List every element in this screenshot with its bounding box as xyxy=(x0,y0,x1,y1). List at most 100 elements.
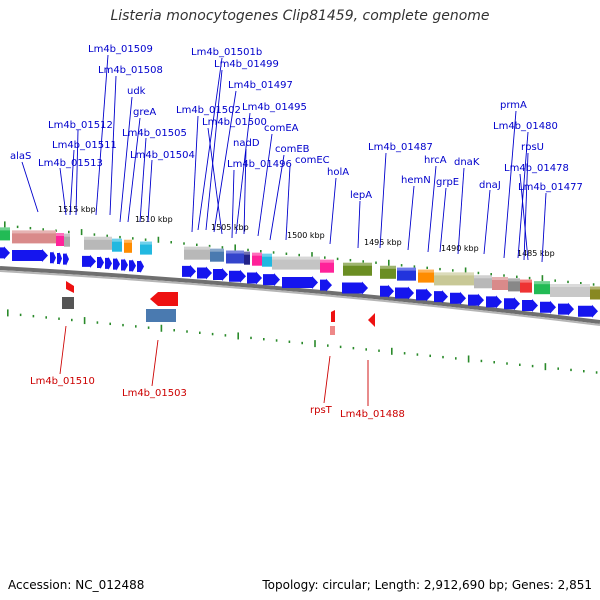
gene-label-lm4b-01501b[interactable]: Lm4b_01501b xyxy=(191,47,262,58)
gene-feature[interactable] xyxy=(474,275,492,289)
gene-feature-highlight[interactable] xyxy=(112,238,122,242)
gene-label-dnaK[interactable]: dnaK xyxy=(454,157,480,168)
gene-label-comEB[interactable]: comEB xyxy=(275,144,310,155)
gene-feature[interactable] xyxy=(550,284,590,297)
gene-label-lm4b-01504[interactable]: Lm4b_01504 xyxy=(130,150,195,161)
gene-feature[interactable] xyxy=(252,252,262,266)
gene-feature-highlight[interactable] xyxy=(492,277,508,280)
gene-arrow[interactable] xyxy=(578,304,598,318)
gene-arrow[interactable] xyxy=(504,297,520,311)
gene-label-udk[interactable]: udk xyxy=(127,86,146,97)
gene-feature-highlight[interactable] xyxy=(272,256,320,260)
feature-track[interactable] xyxy=(0,227,600,300)
gene-feature-highlight[interactable] xyxy=(56,233,64,236)
gene-feature-highlight[interactable] xyxy=(434,272,474,276)
gene-label-rpsU[interactable]: rpsU xyxy=(521,142,544,153)
gene-feature[interactable] xyxy=(434,272,474,286)
gene-label-lm4b-01500[interactable]: Lm4b_01500 xyxy=(202,117,267,128)
gene-label-lm4b-01510[interactable]: Lm4b_01510 xyxy=(30,376,95,387)
gene-reverse-arrow[interactable] xyxy=(331,310,335,322)
gene-arrow[interactable] xyxy=(105,256,112,270)
gene-feature[interactable] xyxy=(0,227,10,241)
gene-feature[interactable] xyxy=(320,259,334,273)
gene-arrow[interactable] xyxy=(0,246,10,260)
gene-arrow[interactable] xyxy=(137,260,144,274)
gene-arrow[interactable] xyxy=(434,290,448,304)
gene-feature-highlight[interactable] xyxy=(534,281,550,285)
gene-feature[interactable] xyxy=(492,277,508,290)
gene-arrow[interactable] xyxy=(63,252,69,266)
forward-arrows[interactable] xyxy=(0,246,598,318)
gene-feature-highlight[interactable] xyxy=(210,248,224,252)
gene-label-lm4b-01488[interactable]: Lm4b_01488 xyxy=(340,409,405,420)
gene-feature-highlight[interactable] xyxy=(508,278,520,282)
gene-arrow[interactable] xyxy=(197,266,212,280)
gene-arrow[interactable] xyxy=(57,251,62,265)
gene-feature[interactable] xyxy=(56,233,64,246)
gene-feature[interactable] xyxy=(397,267,416,281)
gene-arrow[interactable] xyxy=(113,257,120,271)
gene-label-lm4b-01478[interactable]: Lm4b_01478 xyxy=(504,163,569,174)
gene-feature[interactable] xyxy=(12,230,56,244)
gene-label-lm4b-01508[interactable]: Lm4b_01508 xyxy=(98,65,163,76)
gene-feature[interactable] xyxy=(210,248,224,262)
gene-label-lm4b-01509[interactable]: Lm4b_01509 xyxy=(88,44,153,55)
gene-label-rpsT[interactable]: rpsT xyxy=(310,405,333,416)
gene-feature-highlight[interactable] xyxy=(0,227,10,231)
gene-arrow[interactable] xyxy=(129,259,136,273)
gene-feature[interactable] xyxy=(84,236,112,250)
gene-arrow[interactable] xyxy=(263,273,280,287)
gene-arrow[interactable] xyxy=(50,251,56,265)
gene-feature[interactable] xyxy=(112,238,122,252)
gene-reverse-arrow[interactable] xyxy=(66,281,74,293)
gene-feature[interactable] xyxy=(272,256,320,270)
gene-reverse-arrow[interactable] xyxy=(368,313,375,327)
gene-label-lm4b-01496[interactable]: Lm4b_01496 xyxy=(227,159,292,170)
gene-label-greA[interactable]: greA xyxy=(133,107,156,118)
gene-arrow[interactable] xyxy=(121,258,128,272)
gene-feature-highlight[interactable] xyxy=(124,239,132,243)
gene-feature-highlight[interactable] xyxy=(418,269,434,273)
gene-feature[interactable] xyxy=(418,269,434,283)
gene-feature-highlight[interactable] xyxy=(262,253,272,257)
gene-feature-highlight[interactable] xyxy=(184,246,210,250)
gene-arrow[interactable] xyxy=(182,264,196,278)
gene-label-lm4b-01480[interactable]: Lm4b_01480 xyxy=(493,121,558,132)
gene-feature-highlight[interactable] xyxy=(590,286,600,290)
gene-arrow[interactable] xyxy=(416,288,432,302)
gene-label-nadD[interactable]: nadD xyxy=(233,138,260,149)
gene-feature[interactable] xyxy=(508,278,520,292)
gene-label-lm4b-01487[interactable]: Lm4b_01487 xyxy=(368,142,433,153)
gene-arrow[interactable] xyxy=(213,268,228,282)
gene-label-lm4b-01497[interactable]: Lm4b_01497 xyxy=(228,80,293,91)
gene-reverse-block[interactable] xyxy=(62,297,74,309)
gene-feature[interactable] xyxy=(534,281,550,295)
gene-arrow[interactable] xyxy=(558,302,574,316)
gene-label-lm4b-01512[interactable]: Lm4b_01512 xyxy=(48,120,113,131)
gene-label-comEC[interactable]: comEC xyxy=(295,155,330,166)
gene-label-grpE[interactable]: grpE xyxy=(436,177,459,188)
gene-arrow[interactable] xyxy=(320,278,332,292)
gene-arrow[interactable] xyxy=(468,293,484,307)
gene-feature-highlight[interactable] xyxy=(140,241,152,245)
gene-feature-highlight[interactable] xyxy=(244,251,250,255)
gene-label-lm4b-01513[interactable]: Lm4b_01513 xyxy=(38,158,103,169)
gene-label-hemN[interactable]: hemN xyxy=(401,175,431,186)
gene-reverse-block[interactable] xyxy=(146,309,176,322)
gene-label-lm4b-01502[interactable]: Lm4b_01502 xyxy=(176,105,241,116)
gene-label-lepA[interactable]: lepA xyxy=(350,190,372,201)
gene-feature-highlight[interactable] xyxy=(226,250,244,254)
gene-feature[interactable] xyxy=(124,239,132,253)
gene-label-lm4b-01477[interactable]: Lm4b_01477 xyxy=(518,182,583,193)
gene-label-lm4b-01505[interactable]: Lm4b_01505 xyxy=(122,128,187,139)
gene-label-lm4b-01503[interactable]: Lm4b_01503 xyxy=(122,388,187,399)
gene-feature-highlight[interactable] xyxy=(343,262,372,266)
gene-label-holA[interactable]: holA xyxy=(327,167,349,178)
gene-feature-highlight[interactable] xyxy=(64,233,70,237)
gene-arrow[interactable] xyxy=(97,256,104,270)
gene-feature[interactable] xyxy=(590,286,600,300)
gene-feature[interactable] xyxy=(140,241,152,255)
gene-label-lm4b-01495[interactable]: Lm4b_01495 xyxy=(242,102,307,113)
gene-arrow[interactable] xyxy=(380,284,394,298)
gene-feature[interactable] xyxy=(226,250,244,264)
